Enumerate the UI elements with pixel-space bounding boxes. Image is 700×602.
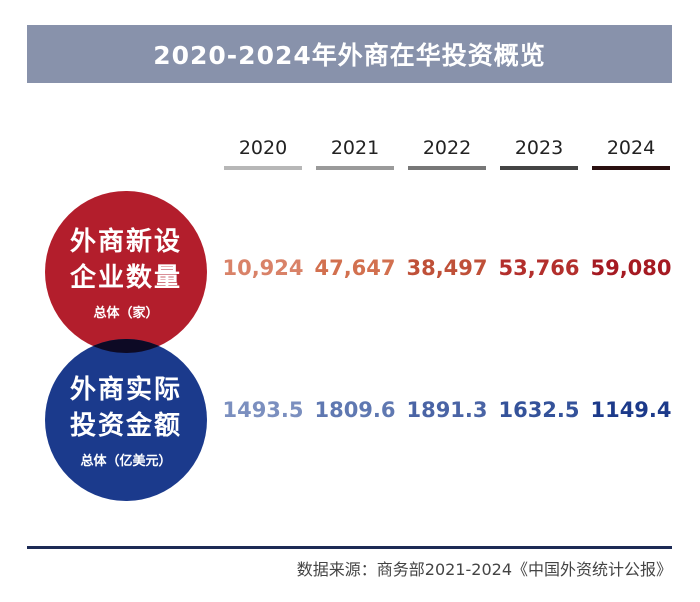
source-note: 数据来源：商务部2021-2024《中国外资统计公报》 bbox=[296, 560, 672, 579]
year-label: 2022 bbox=[422, 137, 472, 159]
row-unit: 总体（家） bbox=[93, 305, 159, 321]
value-investment-2021: 1809.6 bbox=[314, 398, 396, 422]
row-label-line: 企业数量 bbox=[69, 262, 182, 293]
row-unit: 总体（亿美元） bbox=[80, 453, 172, 469]
year-underline bbox=[316, 166, 394, 170]
value-investment-2022: 1891.3 bbox=[406, 398, 488, 422]
value-investment-2020: 1493.5 bbox=[222, 398, 304, 422]
year-label: 2024 bbox=[606, 137, 656, 159]
value-investment-2024: 1149.4 bbox=[590, 398, 672, 422]
year-header-2023: 2023 bbox=[500, 136, 578, 170]
year-header-2024: 2024 bbox=[592, 136, 670, 170]
year-underline bbox=[408, 166, 486, 170]
year-label: 2021 bbox=[330, 137, 380, 159]
value-enterprises-2020: 10,924 bbox=[222, 256, 304, 280]
chart-title: 2020-2024年外商在华投资概览 bbox=[153, 41, 546, 70]
row-label-line: 投资金额 bbox=[69, 410, 182, 441]
row-label-line: 外商新设 bbox=[69, 226, 182, 257]
footer-divider bbox=[27, 546, 672, 549]
year-label: 2023 bbox=[514, 137, 564, 159]
year-underline bbox=[500, 166, 578, 170]
year-header-2021: 2021 bbox=[316, 136, 394, 170]
year-underline bbox=[224, 166, 302, 170]
new-enterprises-circle: 外商新设 企业数量 总体（家） bbox=[45, 191, 207, 353]
title-banner: 2020-2024年外商在华投资概览 bbox=[27, 25, 672, 83]
row-label-line: 外商实际 bbox=[69, 374, 182, 405]
value-enterprises-2022: 38,497 bbox=[406, 256, 488, 280]
value-enterprises-2023: 53,766 bbox=[498, 256, 580, 280]
year-underline bbox=[592, 166, 670, 170]
value-investment-2023: 1632.5 bbox=[498, 398, 580, 422]
year-header-2022: 2022 bbox=[408, 136, 486, 170]
actual-investment-circle: 外商实际 投资金额 总体（亿美元） bbox=[45, 339, 207, 501]
year-header-2020: 2020 bbox=[224, 136, 302, 170]
value-enterprises-2021: 47,647 bbox=[314, 256, 396, 280]
year-label: 2020 bbox=[238, 137, 288, 159]
value-enterprises-2024: 59,080 bbox=[590, 256, 672, 280]
